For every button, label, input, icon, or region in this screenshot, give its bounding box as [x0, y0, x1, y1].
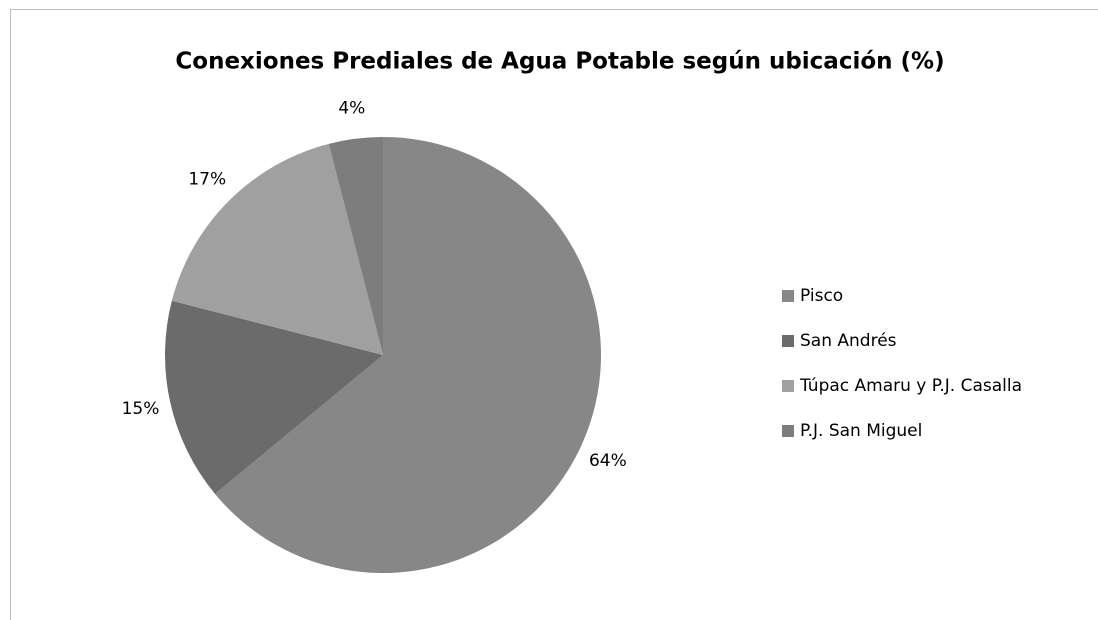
pie-slice [328, 137, 383, 355]
legend-label: San Andrés [800, 331, 897, 351]
pie-slice [171, 143, 383, 355]
data-label: 4% [338, 98, 365, 118]
chart-border [10, 9, 1098, 620]
legend-swatch [782, 335, 794, 347]
pie-slice [165, 300, 383, 494]
legend-label: Pisco [800, 286, 843, 306]
data-label: 17% [188, 169, 226, 189]
chart-title: Conexiones Prediales de Agua Potable seg… [175, 49, 944, 75]
legend-swatch [782, 425, 794, 437]
legend-swatch [782, 290, 794, 302]
legend-swatch [782, 380, 794, 392]
legend-label: Túpac Amaru y P.J. Casalla [799, 376, 1022, 396]
data-label: 15% [122, 399, 160, 419]
legend-label: P.J. San Miguel [800, 421, 922, 441]
pie-slice [215, 137, 601, 573]
data-label: 64% [589, 451, 627, 471]
